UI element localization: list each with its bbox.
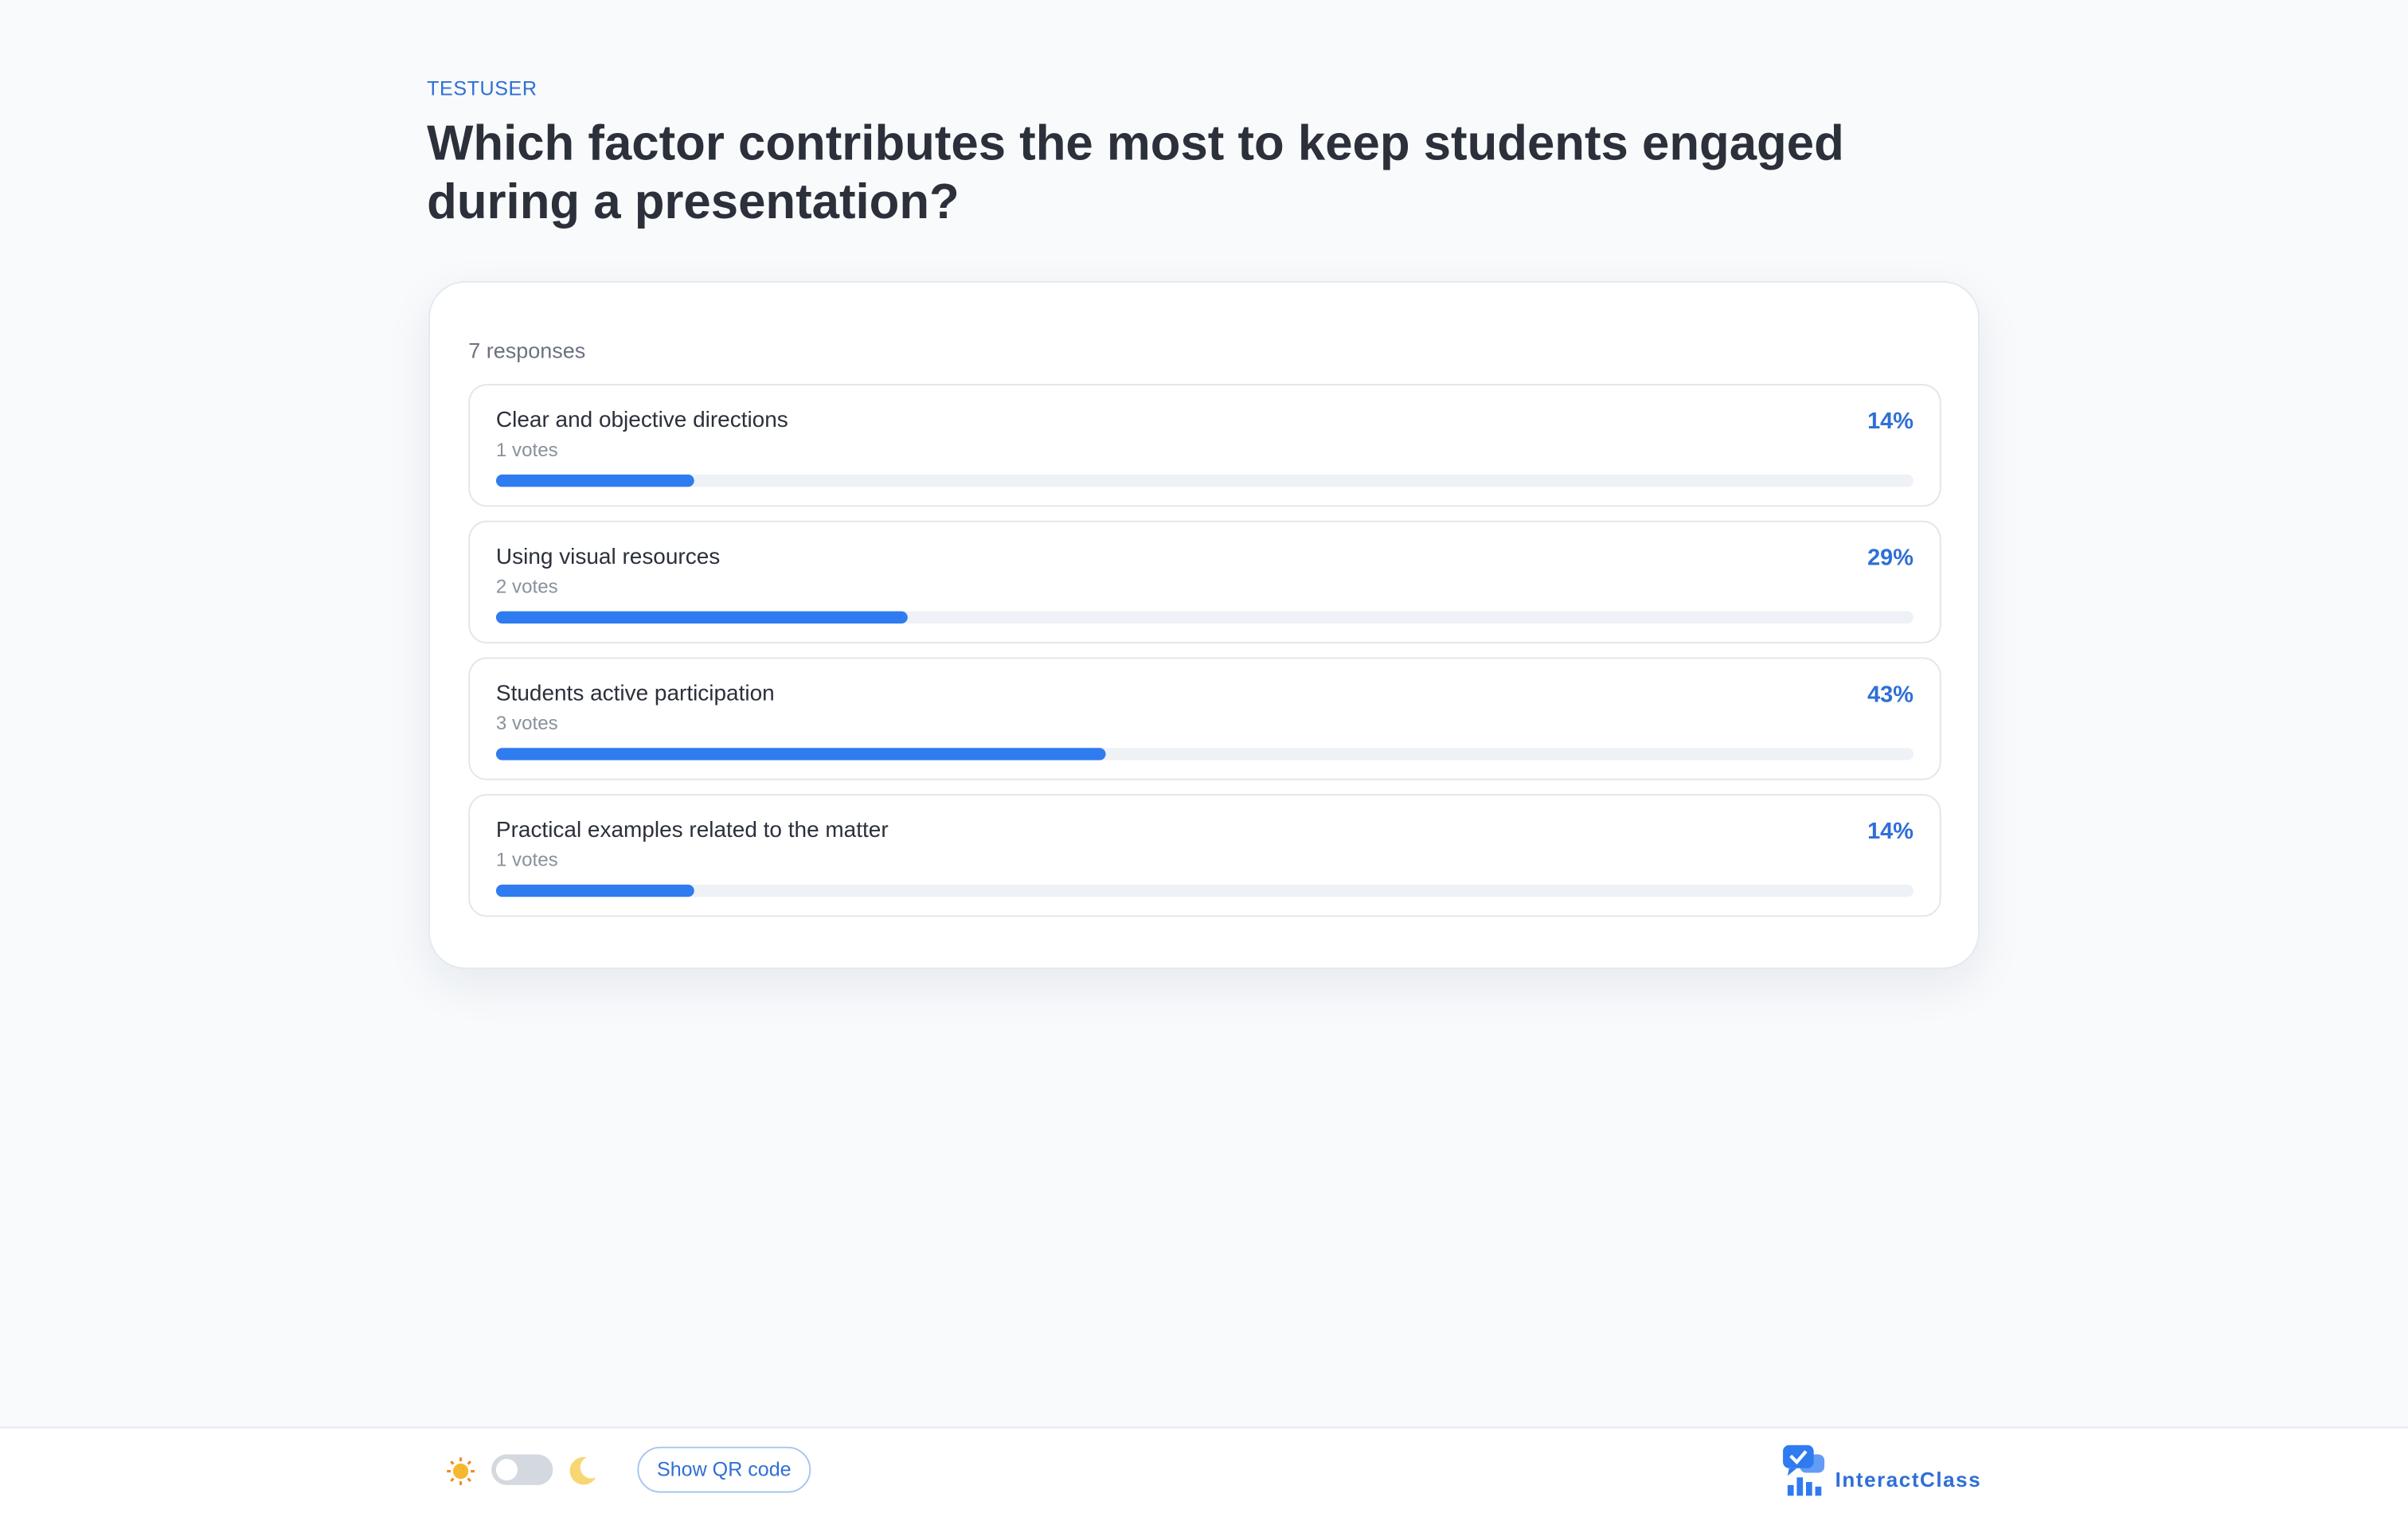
option-votes: 3 votes (495, 712, 558, 734)
responses-count: 7 responses (468, 338, 586, 363)
option-label: Clear and objective directions (495, 408, 788, 433)
progress-track (495, 884, 1914, 897)
theme-toggle[interactable] (491, 1454, 553, 1485)
poll-option: Students active participation 3 votes 43% (468, 657, 1941, 780)
toggle-knob (495, 1459, 518, 1481)
username: TESTUSER (427, 76, 538, 100)
progress-track (495, 474, 1914, 487)
progress-track (495, 748, 1914, 760)
option-label: Practical examples related to the matter (495, 818, 889, 843)
option-percent: 14% (1867, 818, 1914, 845)
footer: Show QR code InteractClass (0, 1426, 2408, 1513)
question-title: Which factor contributes the most to kee… (427, 115, 1844, 229)
option-votes: 1 votes (495, 849, 558, 871)
option-label: Using visual resources (495, 545, 721, 570)
progress-bar (495, 884, 695, 897)
option-percent: 43% (1867, 682, 1914, 709)
results-card: 7 responses Clear and objective directio… (428, 280, 1980, 969)
progress-bar (495, 611, 908, 624)
option-label: Students active participation (495, 682, 775, 707)
show-qr-button[interactable]: Show QR code (637, 1446, 811, 1493)
progress-bar (495, 474, 695, 487)
moon-icon (569, 1456, 596, 1485)
option-votes: 1 votes (495, 439, 558, 461)
option-votes: 2 votes (495, 576, 558, 598)
poll-option: Using visual resources 2 votes 29% (468, 520, 1941, 644)
brand-logo (1783, 1445, 1825, 1496)
poll-option: Practical examples related to the matter… (468, 794, 1941, 917)
progress-track (495, 611, 1914, 624)
brand-name: InteractClass (1835, 1468, 1982, 1491)
progress-bar (495, 748, 1106, 760)
sun-icon (447, 1457, 475, 1485)
poll-option: Clear and objective directions 1 votes 14% (468, 384, 1941, 507)
option-percent: 29% (1867, 545, 1914, 572)
option-percent: 14% (1867, 408, 1914, 435)
